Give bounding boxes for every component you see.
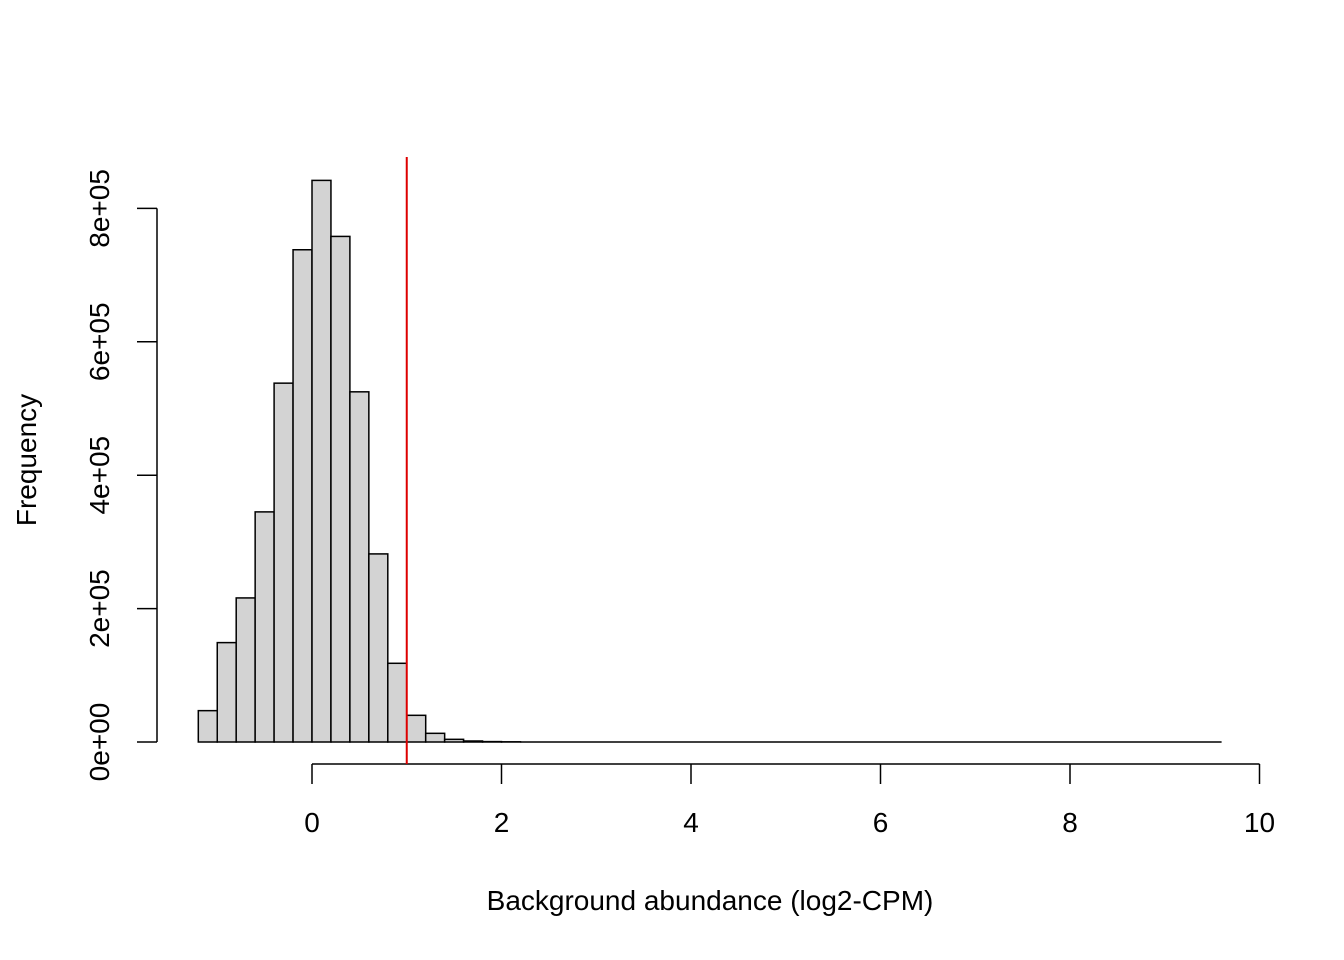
histogram-bar-14 — [462, 740, 484, 743]
histogram-bar-6 — [311, 179, 332, 743]
x-tick-label-4: 8 — [1062, 807, 1078, 838]
x-axis: 0 2 4 6 8 10 — [304, 763, 1275, 838]
histogram-bar-0 — [197, 709, 219, 743]
histogram-bar-7 — [330, 235, 351, 743]
histogram-bar-9 — [368, 553, 389, 743]
y-tick-label-2: 4e+05 — [84, 436, 115, 515]
histogram-bars — [197, 179, 1222, 743]
histogram-bar-1 — [216, 641, 237, 743]
y-tick-label-0: 0e+00 — [84, 703, 115, 782]
x-tick-label-0: 0 — [304, 807, 320, 838]
histogram-bar-8 — [349, 391, 370, 743]
y-axis: 0e+00 2e+05 4e+05 6e+05 8e+05 — [84, 169, 158, 782]
histogram-bar-13 — [443, 738, 465, 743]
x-tick-label-5: 10 — [1244, 807, 1275, 838]
histogram-bar-5 — [292, 249, 313, 743]
x-tick-label-2: 4 — [683, 807, 699, 838]
histogram-bar-4 — [273, 382, 294, 743]
histogram-bar-11 — [406, 714, 427, 743]
y-tick-label-1: 2e+05 — [84, 569, 115, 648]
x-axis-label: Background abundance (log2-CPM) — [487, 885, 934, 916]
y-axis-label: Frequency — [11, 394, 42, 526]
x-tick-label-3: 6 — [873, 807, 889, 838]
histogram-bar-2 — [235, 597, 256, 743]
y-tick-label-4: 8e+05 — [84, 169, 115, 248]
histogram-bar-3 — [254, 511, 275, 743]
histogram-bar-10 — [387, 662, 408, 743]
y-tick-label-3: 6e+05 — [84, 302, 115, 381]
histogram-bar-12 — [424, 732, 446, 743]
x-tick-label-1: 2 — [494, 807, 510, 838]
